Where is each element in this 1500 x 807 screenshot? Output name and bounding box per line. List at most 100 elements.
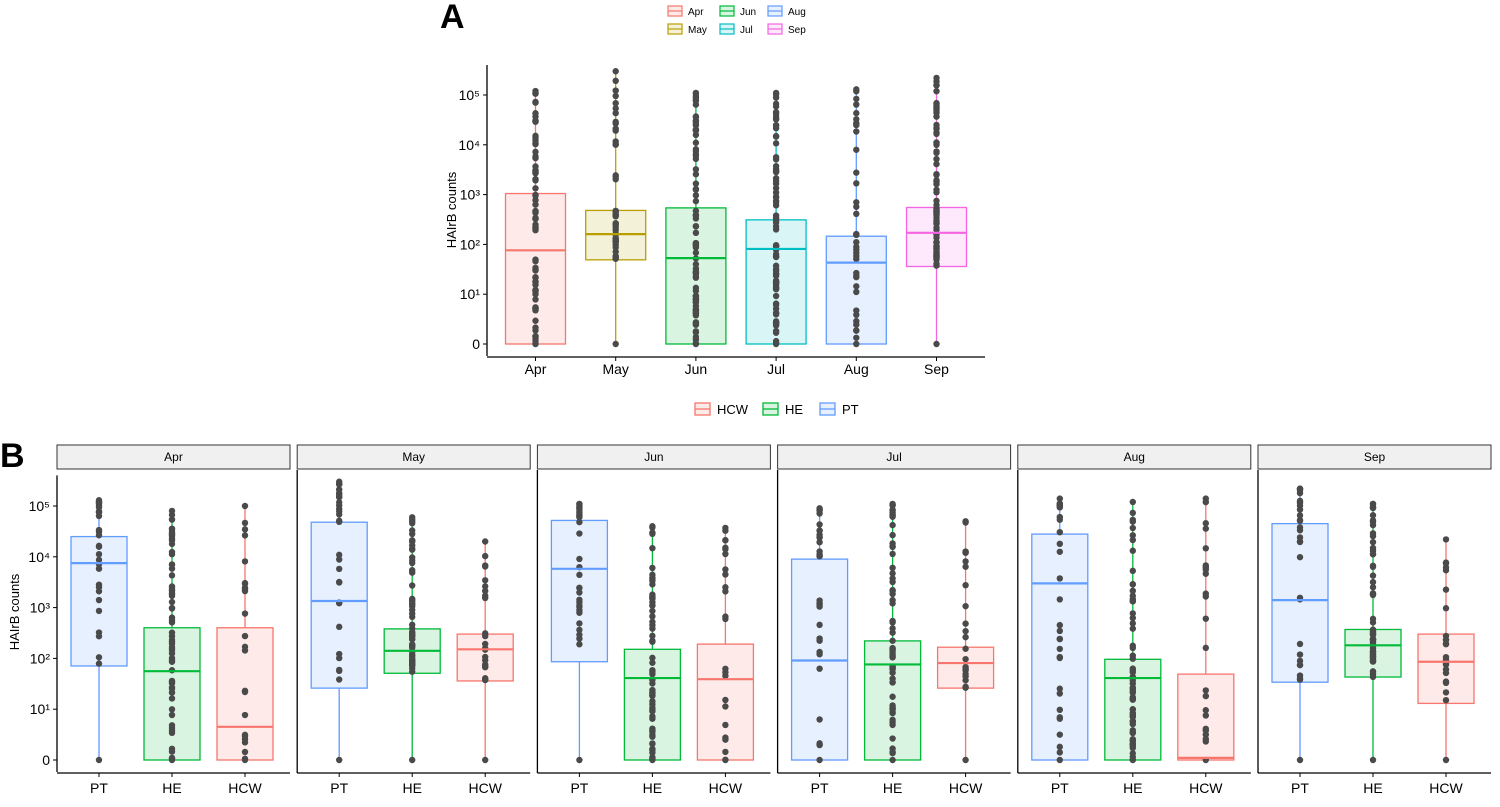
panel-b-jul-he-point: [889, 745, 896, 752]
panel-b-may-pt-point: [336, 551, 343, 559]
panel-b-jul-hcw-point: [962, 645, 969, 652]
panel-b-jul-pt-point-max: [816, 505, 823, 512]
panel-b-may-pt-point: [336, 654, 343, 662]
panel-b-apr-he-point: [168, 638, 176, 645]
panel-a-legend-label: Sep: [788, 25, 806, 36]
panel-b-apr-pt-point-max: [95, 497, 103, 504]
panel-b-sep-he-point: [1369, 532, 1377, 540]
panel-a-sep-point: [933, 139, 940, 146]
panel-a-boxplot: 0 10¹ 10² 10³ 10⁴ 10⁵ HAIrB counts Apr May Jun Jul…: [444, 5, 985, 377]
panel-b-jul-hcw-point: [962, 602, 969, 610]
panel-b-apr-he-point: [168, 647, 176, 654]
panel-a-jul-point: [772, 286, 780, 293]
panel-b-jun-he-point: [649, 607, 656, 615]
panel-b-jun-pt-point: [576, 635, 583, 642]
panel-a-sep-point: [933, 87, 940, 95]
panel-b-jul-pt-point: [816, 637, 823, 644]
panel-b-apr-he-point: [168, 551, 176, 558]
facet-x-tick-label: PT: [330, 780, 348, 796]
panel-b-aug-he-point: [1129, 694, 1137, 701]
panel-b-sep-pt-point-max: [1296, 485, 1304, 492]
panel-a-jun-point-max: [692, 89, 700, 97]
panel-b-aug-pt-point: [1056, 516, 1064, 523]
panel-a-jun-point: [692, 118, 700, 126]
panel-a-legend-label: Aug: [788, 7, 806, 18]
facet-x-tick-label: HE: [643, 780, 662, 796]
panel-b-may-hcw-point: [482, 563, 489, 570]
panel-b-aug-he-point: [1129, 581, 1137, 588]
panel-b-sep-pt-point: [1296, 534, 1304, 541]
panel-a-aug-point: [853, 288, 860, 296]
panel-b-may-hcw-point: [482, 663, 489, 670]
panel-a-aug-point: [853, 334, 860, 341]
panel-a-jun-point: [692, 186, 700, 193]
panel-a-jun-point-min: [692, 340, 700, 348]
panel-b-aug-he-point-min: [1129, 756, 1137, 764]
panel-a-jul-point: [772, 162, 780, 170]
panel-a-aug-point: [853, 283, 860, 290]
facet-strip-label: Aug: [1124, 450, 1145, 464]
panel-b-apr-he-point: [168, 604, 176, 612]
panel-a-sep-point: [933, 260, 940, 267]
panel-a-aug-point: [853, 199, 860, 206]
panel-b-jun-he-point: [649, 618, 656, 626]
panel-a-jul-point-max: [772, 89, 780, 97]
panel-b-apr-hcw-point: [241, 532, 249, 539]
panel-b-apr-he-point: [168, 617, 176, 624]
panel-b-aug-hcw-point-max: [1202, 495, 1210, 502]
panel-b-may-pt-point: [336, 565, 343, 573]
panel-a-x-tick-label: Aug: [844, 361, 869, 377]
panel-b-aug-he-point: [1129, 736, 1137, 743]
panel-a-jul-point: [772, 253, 780, 260]
panel-b-may-he-points: [409, 514, 416, 764]
panel-b-aug-hcw-point: [1202, 687, 1210, 694]
panel-a-legend-key-jul: Jul: [719, 23, 753, 36]
panel-b-jul-pt-point: [816, 548, 823, 555]
panel-b-jun-hcw-point: [722, 537, 729, 544]
panel-b-aug-he-point: [1129, 587, 1137, 595]
panel-b-jul-hcw-point: [962, 627, 969, 635]
panel-a-jun-point: [692, 229, 700, 237]
panel-a-jun-point: [692, 131, 700, 139]
facet-strip: [536, 444, 771, 470]
panel-b-jun-hcw-point: [722, 721, 729, 729]
panel-b-may-hcw-point: [482, 577, 489, 584]
panel-b-apr-hcw-point: [241, 526, 249, 533]
panel-b-aug-he-point: [1129, 727, 1137, 734]
panel-b-jun-he-point: [649, 654, 656, 662]
panel-b-apr-hcw-point: [241, 558, 249, 565]
panel-b-jun-he-point: [649, 740, 656, 748]
panel-b-aug-he-point: [1129, 689, 1137, 696]
panel-a-apr-point: [532, 191, 539, 199]
panel-b-aug-pt-point: [1056, 690, 1064, 697]
panel-a-legend-key-apr: Apr: [667, 5, 704, 18]
facet-strip: [777, 444, 1012, 470]
panel-b-jul-pt-point: [816, 538, 823, 546]
panel-a-jul-point: [772, 226, 780, 233]
panel-a-sep-point: [933, 160, 940, 168]
panel-b-apr-hcw-point: [241, 688, 249, 696]
panel-b-sep-hcw-point: [1442, 669, 1450, 677]
panel-b-jun-he-point: [649, 749, 656, 756]
panel-b-jul-pt-point: [816, 552, 823, 560]
panel-b-jul-hcw-point: [962, 655, 969, 663]
panel-b-apr-he-point: [168, 632, 176, 640]
panel-b-jun-he-point: [649, 530, 656, 538]
panel-a-x-tick-label: Apr: [525, 361, 547, 377]
panel-b-apr-he-point: [168, 695, 176, 702]
panel-b-jul-he-point: [889, 706, 896, 713]
panel-a-sep-point: [933, 171, 940, 179]
panel-b-may-he-point: [409, 559, 416, 567]
panel-b-may-hcw-point-max: [482, 538, 489, 545]
panel-b-sep-he-point: [1369, 671, 1377, 678]
panel-b-jul-pt-point: [816, 521, 823, 528]
panel-b-jun-pt-point: [576, 599, 583, 606]
panel-b-sep-hcw-point: [1442, 679, 1450, 687]
panel-b-aug-pt-point: [1056, 621, 1064, 629]
panel-b-sep-hcw-point-max: [1442, 536, 1450, 543]
panel-b-jun-hcw-point: [722, 571, 729, 578]
panel-b-sep-he-point: [1369, 647, 1377, 655]
panel-b-sep-hcw-point-min: [1442, 756, 1450, 764]
panel-b-jun-hcw-point-max: [722, 524, 729, 532]
